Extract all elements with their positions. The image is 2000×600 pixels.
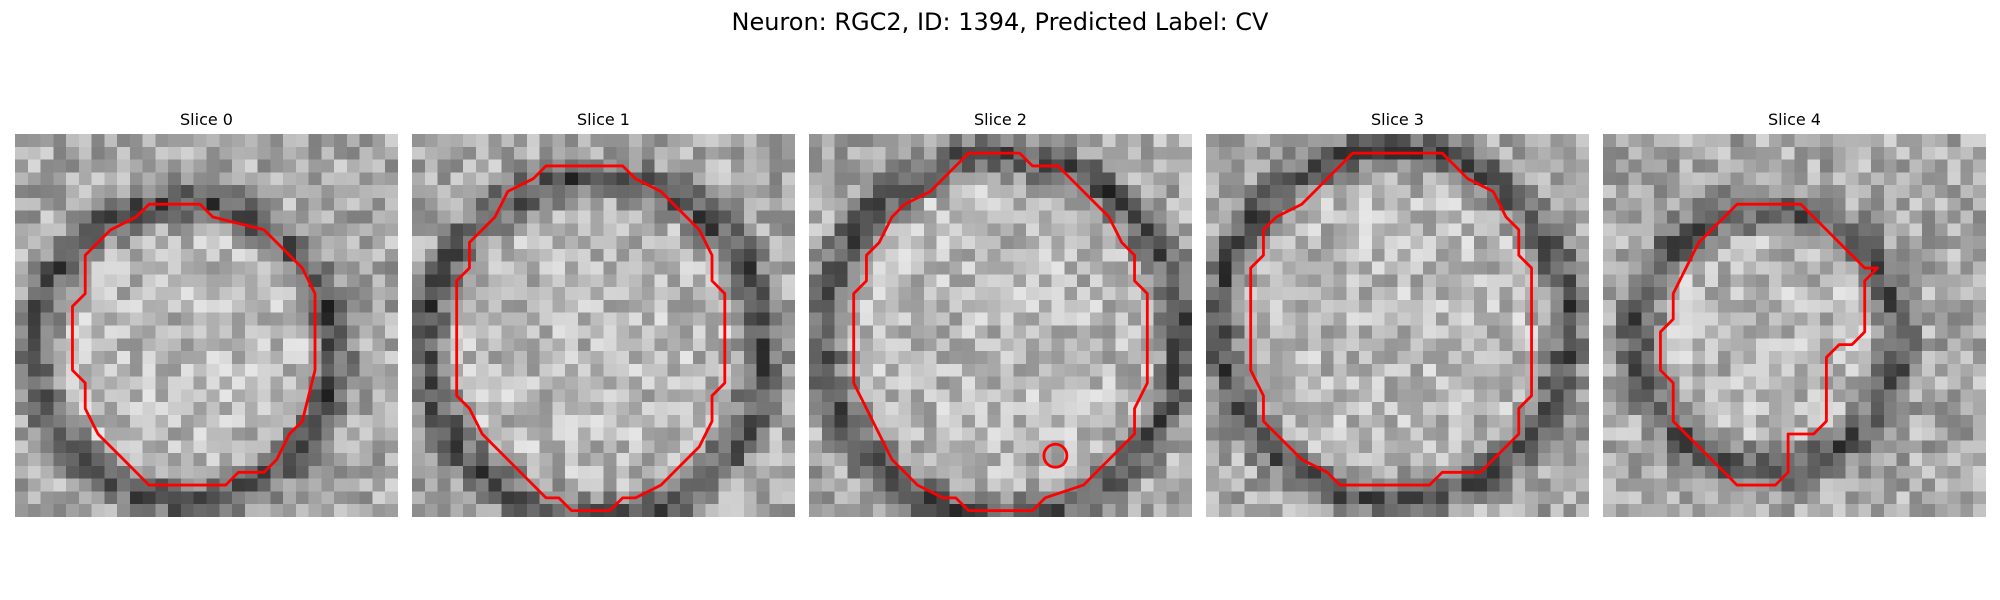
slice-image <box>15 134 398 517</box>
slice-image <box>412 134 795 517</box>
slice-title: Slice 3 <box>1371 110 1424 129</box>
slice-panel-1: Slice 1 <box>412 108 795 524</box>
slice-image <box>1206 134 1589 517</box>
contour-small-outline <box>1042 442 1069 469</box>
slice-title: Slice 1 <box>577 110 630 129</box>
figure-title: Neuron: RGC2, ID: 1394, Predicted Label:… <box>731 8 1269 36</box>
slice-panel-4: Slice 4 <box>1603 108 1986 524</box>
slice-title: Slice 4 <box>1768 110 1821 129</box>
slice-panel-3: Slice 3 <box>1206 108 1589 524</box>
slice-panel-2: Slice 2 <box>809 108 1192 524</box>
contour-outline <box>852 151 1149 513</box>
contour-outline <box>455 164 727 513</box>
slice-panel-0: Slice 0 <box>15 108 398 524</box>
contour-outline <box>1249 151 1533 487</box>
slice-image <box>1603 134 1986 517</box>
contour-outline <box>1659 202 1879 487</box>
slice-title: Slice 0 <box>180 110 233 129</box>
slice-title: Slice 2 <box>974 110 1027 129</box>
contour-outline <box>71 202 317 487</box>
slice-image <box>809 134 1192 517</box>
